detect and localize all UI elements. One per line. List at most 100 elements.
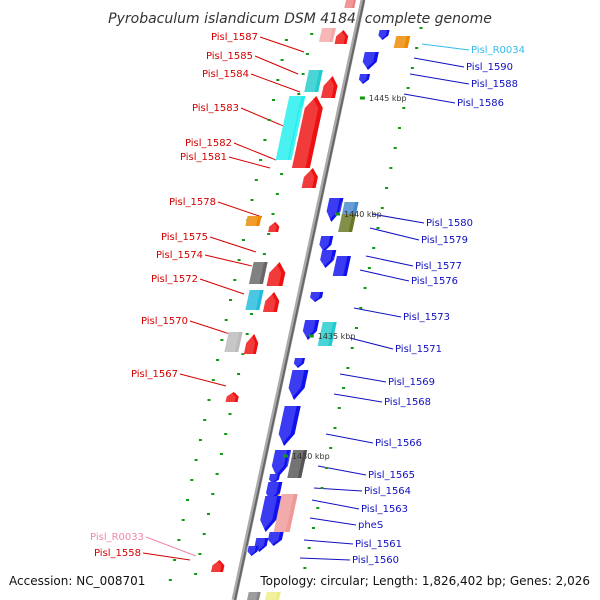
gene-glyph-shade bbox=[283, 450, 304, 478]
orf-tick bbox=[254, 179, 258, 181]
gene-glyph-shade bbox=[329, 256, 348, 276]
gene-label-left: Pisl_1570 bbox=[141, 316, 188, 327]
topology-text: Topology: circular; Length: 1,826,402 bp… bbox=[260, 574, 590, 589]
orf-tick bbox=[228, 413, 232, 415]
orf-tick bbox=[241, 239, 245, 241]
orf-tick bbox=[250, 199, 254, 201]
gene-label-right: Pisl_R0034 bbox=[471, 45, 525, 56]
gene-glyph-shade bbox=[334, 214, 353, 232]
leader-line bbox=[325, 433, 374, 444]
orf-tick bbox=[303, 567, 307, 569]
leader-line bbox=[254, 55, 299, 75]
orf-tick bbox=[415, 47, 419, 49]
orf-tick bbox=[359, 307, 363, 309]
gene-glyph bbox=[393, 36, 411, 48]
gene-glyph bbox=[302, 320, 320, 340]
orf-tick bbox=[354, 327, 358, 329]
accession-text: Accession: NC_008701 bbox=[9, 574, 146, 589]
gene-glyph-shade bbox=[315, 28, 333, 42]
genome-backbone bbox=[231, 0, 366, 600]
orf-tick bbox=[206, 513, 210, 515]
gene-label-right: Pisl_1586 bbox=[457, 98, 504, 109]
orf-tick bbox=[259, 159, 263, 161]
gene-glyph bbox=[293, 358, 306, 368]
gene-label-right: Pisl_1576 bbox=[411, 276, 458, 287]
scale-tick-label: 1440 kbp bbox=[344, 210, 382, 219]
leader-line bbox=[228, 156, 271, 169]
gene-glyph bbox=[278, 406, 301, 446]
gene-glyph bbox=[304, 70, 323, 92]
gene-glyph-shade bbox=[317, 76, 335, 98]
gene-glyph bbox=[248, 262, 268, 284]
orf-tick bbox=[216, 359, 220, 361]
gene-glyph bbox=[268, 222, 280, 232]
leader-line bbox=[250, 73, 301, 93]
orf-tick bbox=[419, 27, 423, 29]
gene-glyph-shade bbox=[299, 320, 316, 340]
leader-line bbox=[204, 254, 253, 267]
gene-label-left: Pisl_1582 bbox=[185, 138, 232, 149]
gene-glyph bbox=[291, 96, 323, 168]
gene-glyph-shade bbox=[244, 546, 257, 556]
backbone-line-core bbox=[234, 0, 365, 600]
orf-tick bbox=[389, 167, 393, 169]
gene-features bbox=[208, 0, 411, 600]
gene-glyph-shade bbox=[287, 96, 319, 168]
orf-tick bbox=[346, 367, 350, 369]
orf-tick bbox=[402, 107, 406, 109]
scale-tick-mark bbox=[308, 334, 314, 338]
scale-tick-label: 1435 kbp bbox=[318, 332, 356, 341]
orf-tick bbox=[194, 459, 198, 461]
gene-glyph-shade bbox=[316, 236, 331, 252]
orf-tick bbox=[267, 233, 271, 235]
leader-line bbox=[349, 337, 394, 350]
orf-tick bbox=[337, 407, 341, 409]
gene-glyph-shade bbox=[241, 290, 261, 310]
gene-glyph-shade bbox=[261, 592, 278, 600]
orf-tick bbox=[237, 373, 241, 375]
gene-glyph bbox=[320, 76, 338, 98]
gene-label-left: Pisl_1587 bbox=[211, 32, 258, 43]
orf-tick bbox=[333, 427, 337, 429]
gene-label-left: Pisl_R0033 bbox=[90, 532, 144, 543]
leader-line bbox=[403, 93, 456, 104]
gene-glyph bbox=[338, 214, 356, 232]
orf-tick bbox=[275, 193, 279, 195]
scale-tick-mark bbox=[282, 454, 288, 458]
gene-glyph-shade bbox=[220, 332, 240, 352]
gene-glyph bbox=[332, 256, 351, 276]
gene-glyph-shade bbox=[269, 494, 294, 532]
gene-glyph bbox=[211, 560, 225, 572]
gene-label-right: Pisl_1560 bbox=[352, 555, 399, 566]
gene-glyph bbox=[267, 532, 284, 546]
gene-label-right: pheS bbox=[358, 520, 383, 531]
orf-tick bbox=[202, 533, 206, 535]
orf-tick bbox=[241, 353, 245, 355]
orf-tick bbox=[177, 539, 181, 541]
gene-label-right: Pisl_1566 bbox=[375, 438, 422, 449]
gene-glyph-shade bbox=[323, 198, 340, 222]
orf-tick bbox=[367, 267, 371, 269]
orf-tick bbox=[224, 433, 228, 435]
gene-glyph bbox=[320, 250, 337, 268]
gene-glyph bbox=[273, 494, 298, 532]
gene-label-left: Pisl_1585 bbox=[206, 51, 253, 62]
orf-tick bbox=[198, 553, 202, 555]
gene-glyph bbox=[224, 332, 243, 352]
gene-glyph-shade bbox=[241, 216, 259, 226]
orf-tick bbox=[376, 227, 380, 229]
gene-glyph bbox=[287, 450, 308, 478]
gene-label-right: Pisl_1571 bbox=[395, 344, 442, 355]
leader-line bbox=[145, 536, 197, 557]
gene-label-right: Pisl_1588 bbox=[471, 79, 518, 90]
orf-tick bbox=[267, 119, 271, 121]
gene-glyph bbox=[245, 216, 262, 226]
leader-line bbox=[311, 499, 360, 510]
scale-tick-mark bbox=[359, 96, 365, 100]
gene-glyph bbox=[344, 0, 357, 8]
orf-tick bbox=[397, 127, 401, 129]
gene-glyph bbox=[268, 474, 281, 484]
leader-line bbox=[359, 269, 410, 282]
orf-tick bbox=[329, 447, 333, 449]
gene-glyph bbox=[378, 30, 390, 40]
